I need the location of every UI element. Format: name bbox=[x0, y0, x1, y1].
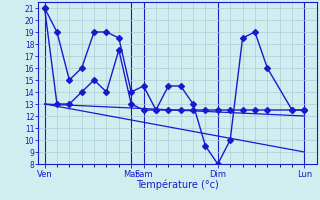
X-axis label: Température (°c): Température (°c) bbox=[136, 180, 219, 190]
